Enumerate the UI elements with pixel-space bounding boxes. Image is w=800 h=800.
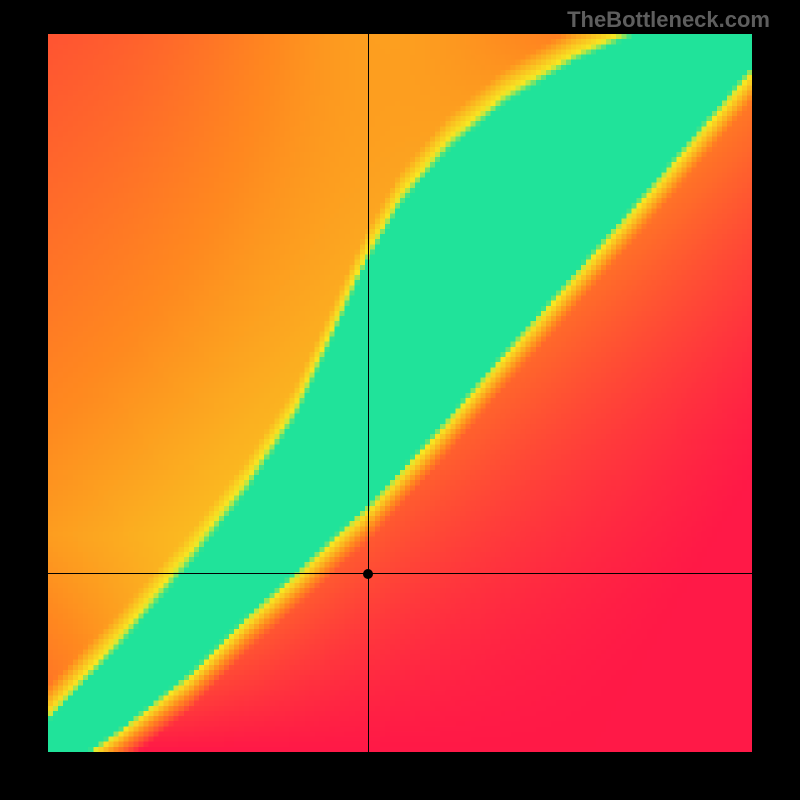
crosshair-horizontal — [48, 573, 752, 574]
plot-area — [48, 34, 752, 752]
heatmap-canvas — [48, 34, 752, 752]
watermark-text: TheBottleneck.com — [567, 7, 770, 33]
crosshair-vertical — [368, 34, 369, 752]
chart-frame: TheBottleneck.com — [0, 0, 800, 800]
